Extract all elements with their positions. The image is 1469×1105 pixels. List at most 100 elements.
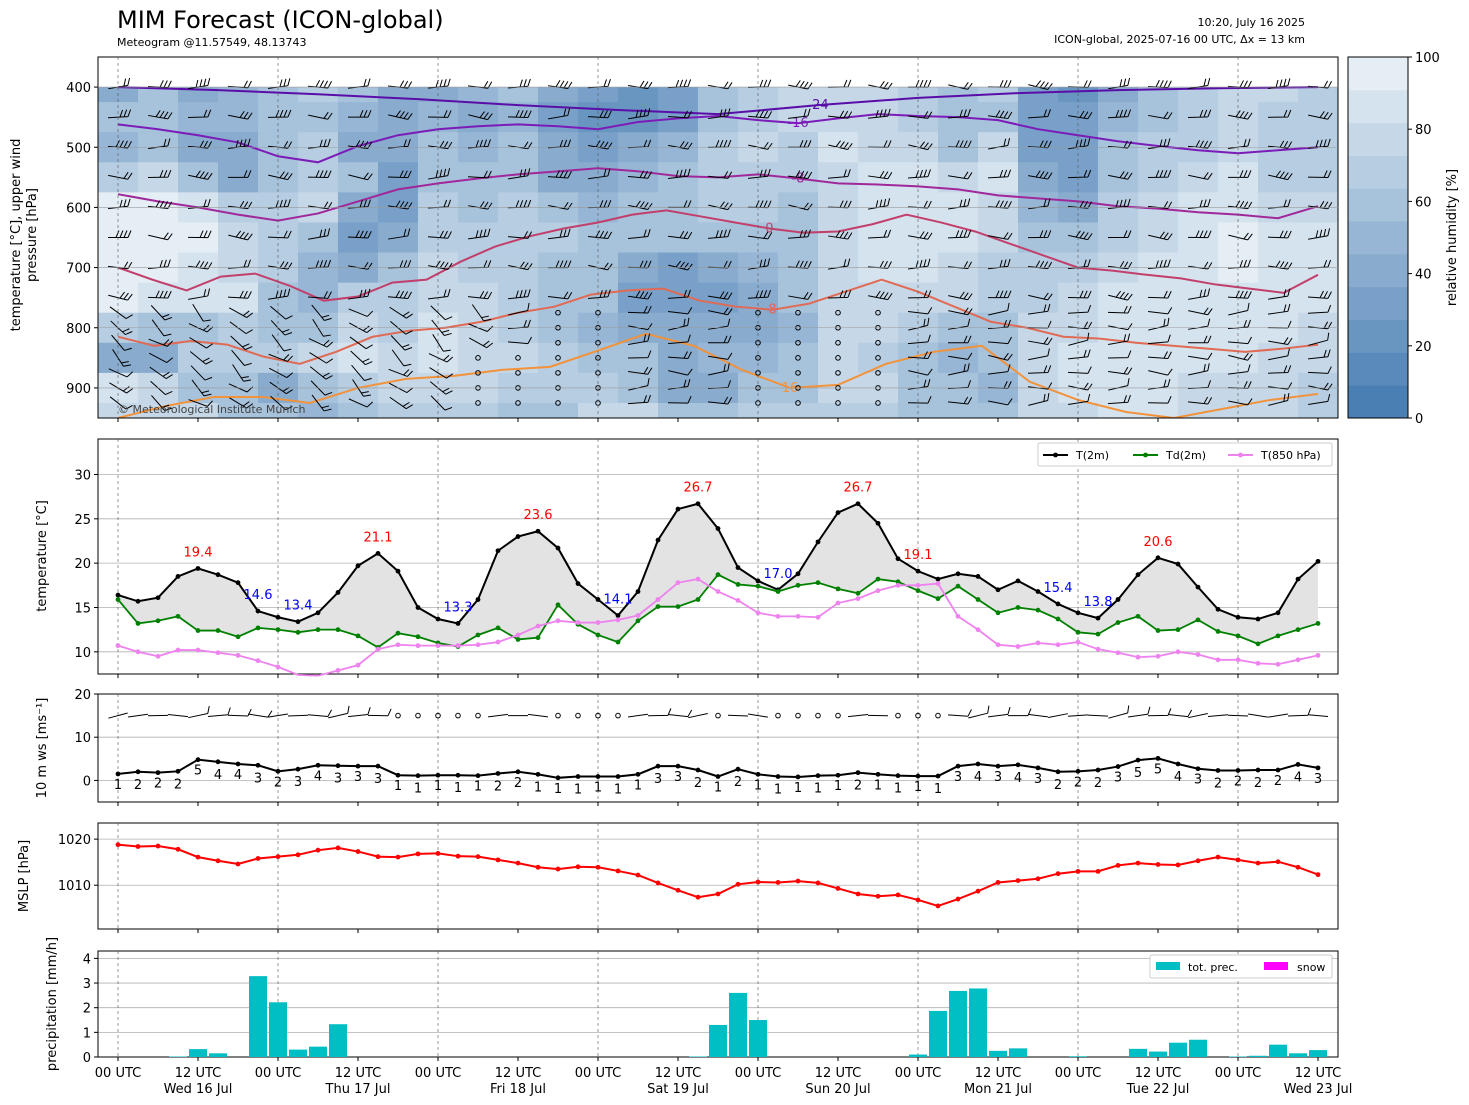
wind-speed-label: 1 xyxy=(454,781,462,796)
temperature-data-point xyxy=(1255,660,1261,666)
upper-wind-barb xyxy=(270,305,293,320)
upper-wind-barb xyxy=(708,171,733,179)
wind-speed-point xyxy=(595,774,601,779)
precip-bar xyxy=(209,1053,227,1057)
temperature-data-point xyxy=(755,583,761,589)
precip-y-tick-label: 4 xyxy=(83,952,91,967)
wind-speed-label: 4 xyxy=(1174,770,1182,785)
wind-speed-label: 5 xyxy=(1134,766,1142,781)
humidity-cell xyxy=(858,87,899,103)
temperature-data-point xyxy=(895,579,901,585)
mslp-point xyxy=(495,857,501,863)
wind-frame xyxy=(97,693,1339,803)
upper-wind-barb xyxy=(1068,393,1091,406)
day-label: Sun 20 Jul xyxy=(805,1082,870,1097)
precip-bar xyxy=(249,976,267,1057)
mslp-point xyxy=(935,903,941,909)
temperature-data-point xyxy=(215,650,221,656)
upper-wind-barb xyxy=(988,302,1010,316)
upper-wind-barb xyxy=(388,368,414,377)
temperature-data-point xyxy=(895,556,901,562)
wind-speed-label: 2 xyxy=(514,776,522,791)
temperature-data-point xyxy=(935,596,941,602)
temperature-data-point xyxy=(1175,561,1181,567)
humidity-cell xyxy=(98,87,139,103)
wind-speed-label: 1 xyxy=(434,779,442,794)
time-tick-label: 00 UTC xyxy=(1055,1066,1101,1081)
upper-wind-barb xyxy=(1028,170,1053,180)
upper-wind-barb xyxy=(1188,288,1211,300)
upper-wind-barb xyxy=(1068,332,1090,346)
precip-bar xyxy=(1129,1048,1147,1057)
temperature-data-point xyxy=(695,501,701,507)
temperature-data-point xyxy=(275,664,281,670)
surface-wind-barb xyxy=(168,714,188,718)
mslp-point xyxy=(455,853,461,859)
humidity-cell xyxy=(1218,402,1259,418)
temperature-axis-label: temperature [°C] xyxy=(35,500,50,612)
humidity-cell xyxy=(618,87,659,103)
calm-wind-marker xyxy=(515,355,521,361)
humidity-colorbar: 0 20 40 60 80 100 relative humidity [%] xyxy=(1347,51,1460,427)
upper-wind-barb xyxy=(1267,230,1292,239)
upper-wind-barb xyxy=(432,334,451,352)
temperature-data-point xyxy=(1315,558,1321,564)
colorbar-tick-label: 100 xyxy=(1415,51,1440,66)
upper-wind-barb xyxy=(471,304,492,322)
upper-wind-barb xyxy=(189,351,213,365)
mslp-point xyxy=(675,887,681,893)
temperature-data-point xyxy=(695,576,701,582)
temperature-extreme-label: 20.6 xyxy=(1144,535,1173,550)
wind-speed-point xyxy=(555,775,561,781)
surface-wind-barb xyxy=(1188,713,1208,719)
temperature-y-tick-label: 25 xyxy=(74,513,91,528)
time-tick-label: 00 UTC xyxy=(255,1066,301,1081)
pressure-panel: 1010 1020 MSLP [hPa] xyxy=(17,822,1339,933)
wind-speed-point xyxy=(1075,768,1081,774)
temperature-data-point xyxy=(1315,621,1321,626)
upper-wind-barb xyxy=(507,109,532,119)
humidity-cell xyxy=(938,402,979,418)
mslp-point xyxy=(815,880,821,886)
surface-wind-barb xyxy=(1307,714,1329,717)
temperature-data-point xyxy=(355,563,361,569)
humidity-cell xyxy=(1178,87,1219,103)
wind-speed-label: 4 xyxy=(1014,771,1022,786)
wind-speed-point xyxy=(135,769,141,775)
upper-wind-barb xyxy=(1267,109,1292,118)
temperature-data-point xyxy=(115,597,121,602)
temperature-data-point xyxy=(615,613,621,618)
temperature-data-point xyxy=(1095,615,1101,621)
upper-wind-barb xyxy=(1027,365,1052,374)
calm-wind-marker xyxy=(555,309,561,316)
humidity-cell xyxy=(1138,87,1179,103)
wind-speed-label: 2 xyxy=(1214,776,1222,791)
temperature-data-point xyxy=(975,627,981,633)
mslp-point xyxy=(235,861,241,867)
upper-wind-barb xyxy=(188,399,213,407)
upper-wind-barb xyxy=(351,364,372,382)
copyright-notice: © Meteorological Institute Munich xyxy=(118,403,306,416)
day-label: Wed 23 Jul xyxy=(1284,1082,1353,1097)
upper-wind-barb xyxy=(229,307,254,318)
upper-wind-barb xyxy=(868,108,891,119)
humidity-cell xyxy=(618,402,659,418)
surface-wind-barb xyxy=(1147,708,1172,717)
upper-wind-barb xyxy=(787,229,811,239)
upper-wind-barb xyxy=(627,170,653,179)
day-label: Sat 19 Jul xyxy=(647,1082,709,1097)
colorbar-tick-label: 0 xyxy=(1415,412,1423,427)
surface-wind-barb xyxy=(1028,713,1048,718)
surface-calm-marker xyxy=(795,712,801,719)
issue-time: 10:20, July 16 2025 xyxy=(1197,16,1305,29)
temperature-data-point xyxy=(135,598,141,604)
upper-air-panel: -24-16-80816400500600700800900temperatur… xyxy=(9,56,1339,422)
precip-bar xyxy=(309,1046,327,1057)
temperature-data-point xyxy=(575,581,581,586)
temperature-data-point xyxy=(335,668,341,673)
humidity-cell xyxy=(858,342,899,374)
mslp-point xyxy=(275,854,281,860)
temperature-data-point xyxy=(195,628,201,633)
temperature-data-point xyxy=(295,619,301,625)
temperature-data-point xyxy=(935,581,941,586)
